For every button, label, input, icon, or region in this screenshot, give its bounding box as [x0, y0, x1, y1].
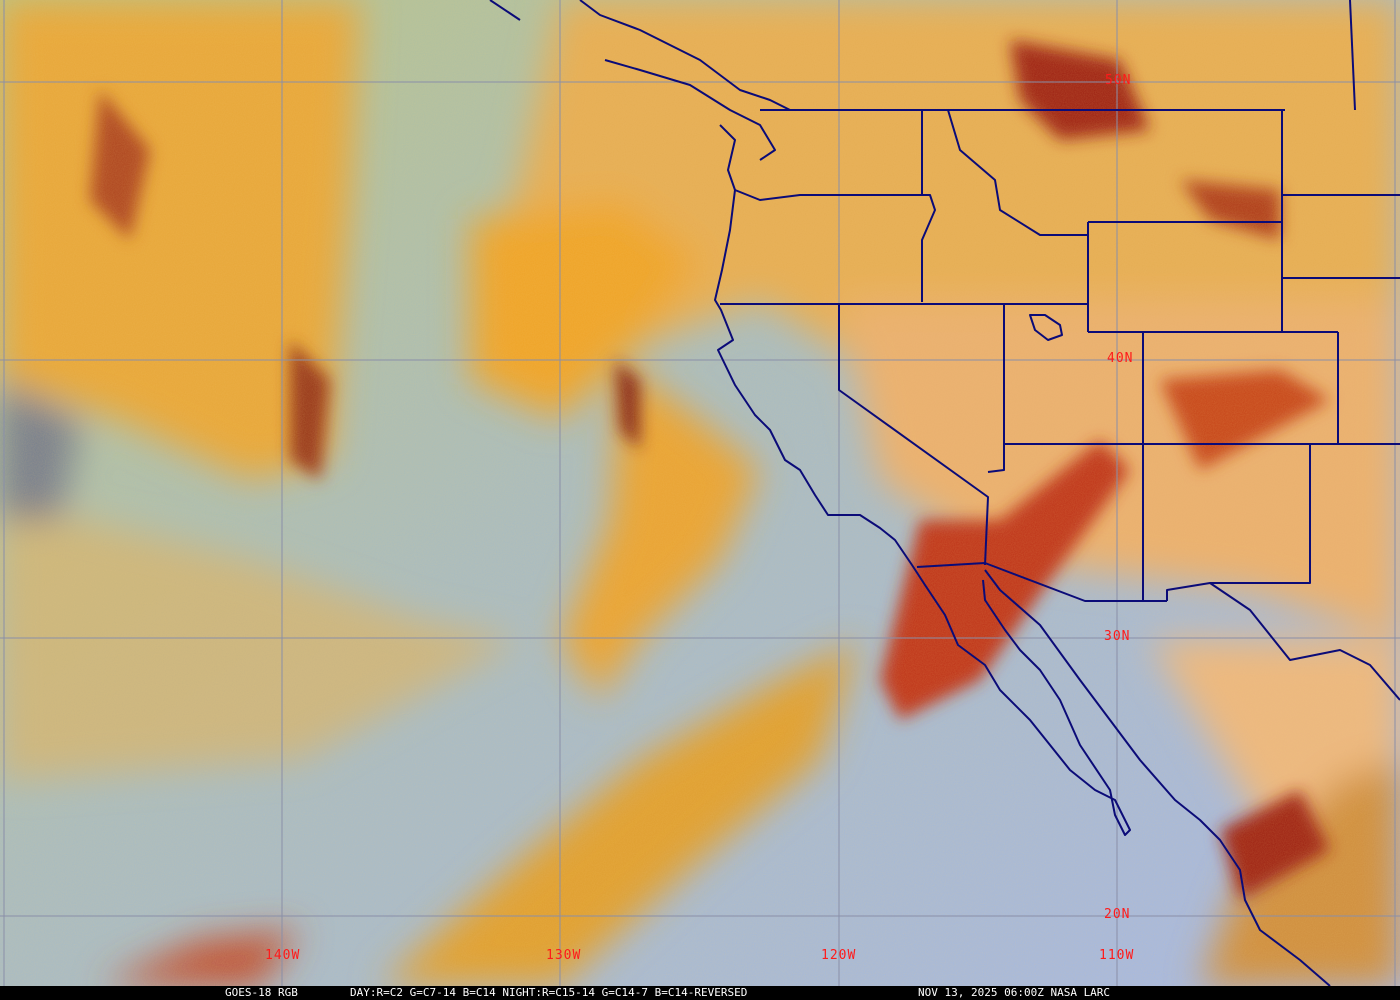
lon-label-130w: 130W — [546, 948, 582, 963]
border-ca-nv — [838, 304, 989, 566]
border-mt-nd — [1349, 0, 1356, 111]
image-caption-bar: GOES-18 RGB DAY:R=C2 G=C7-14 B=C14 NIGHT… — [0, 986, 1400, 1000]
caption-recipe: DAY:R=C2 G=C7-14 B=C14 NIGHT:R=C15-14 G=… — [350, 986, 748, 999]
coastline-mexico-mainland — [984, 569, 1331, 986]
border-wy — [1088, 110, 1400, 333]
lon-label-140w: 140W — [265, 948, 301, 963]
coastlines — [489, 0, 1400, 986]
border-us-mexico — [916, 562, 1167, 602]
political-borders — [720, 0, 1400, 602]
lat-label-50n: 50N — [1105, 73, 1132, 88]
lon-label-120w: 120W — [821, 948, 857, 963]
lat-label-30n: 30N — [1104, 629, 1131, 644]
caption-satellite: GOES-18 RGB — [225, 986, 298, 999]
lat-label-20n: 20N — [1104, 907, 1131, 922]
border-id-mt — [947, 109, 1088, 236]
border-nv-ut — [987, 304, 1005, 473]
lat-label-40n: 40N — [1107, 351, 1134, 366]
coastline-bc — [489, 0, 791, 161]
caption-timestamp: NOV 13, 2025 06:00Z NASA LARC — [918, 986, 1111, 999]
coastline-gulf-texas — [1209, 582, 1400, 701]
lon-label-110w: 110W — [1099, 948, 1135, 963]
coastline-us-west — [714, 124, 1131, 836]
border-nm-tx — [1166, 444, 1311, 601]
great-salt-lake — [1029, 314, 1063, 341]
border-wa-or — [734, 189, 936, 302]
